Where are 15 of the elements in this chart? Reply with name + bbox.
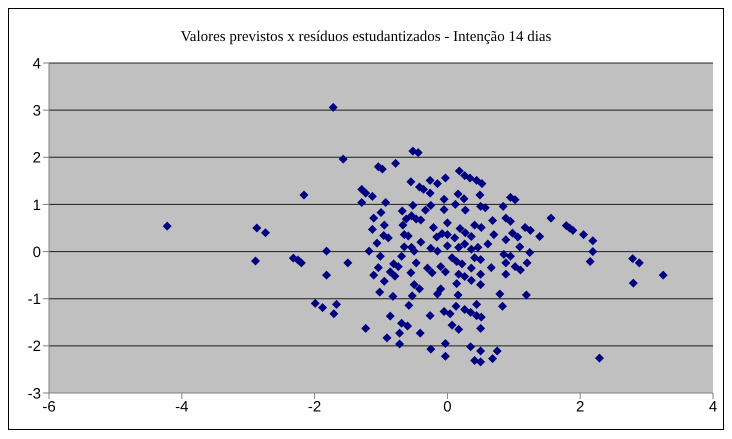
chart-title: Valores previstos x resíduos estudantizados - Intenção 14 dias	[180, 29, 552, 47]
y-tick-label: -1	[28, 291, 41, 308]
x-tick-label: -2	[308, 398, 322, 416]
x-tick-label: 0	[443, 398, 452, 416]
y-tick-label: 3	[32, 102, 41, 120]
x-tick-label: -4	[175, 398, 188, 416]
y-tick-label: 4	[32, 55, 41, 72]
y-tick-label: 0	[32, 244, 41, 261]
y-tick-label: -2	[28, 338, 41, 356]
x-tick-label: 2	[576, 398, 584, 416]
x-tick-label: 4	[708, 398, 718, 416]
x-tick-label: -6	[42, 398, 56, 416]
y-tick-label: 1	[32, 196, 41, 214]
y-tick-label: -3	[28, 385, 41, 402]
y-tick-label: 2	[32, 150, 41, 167]
